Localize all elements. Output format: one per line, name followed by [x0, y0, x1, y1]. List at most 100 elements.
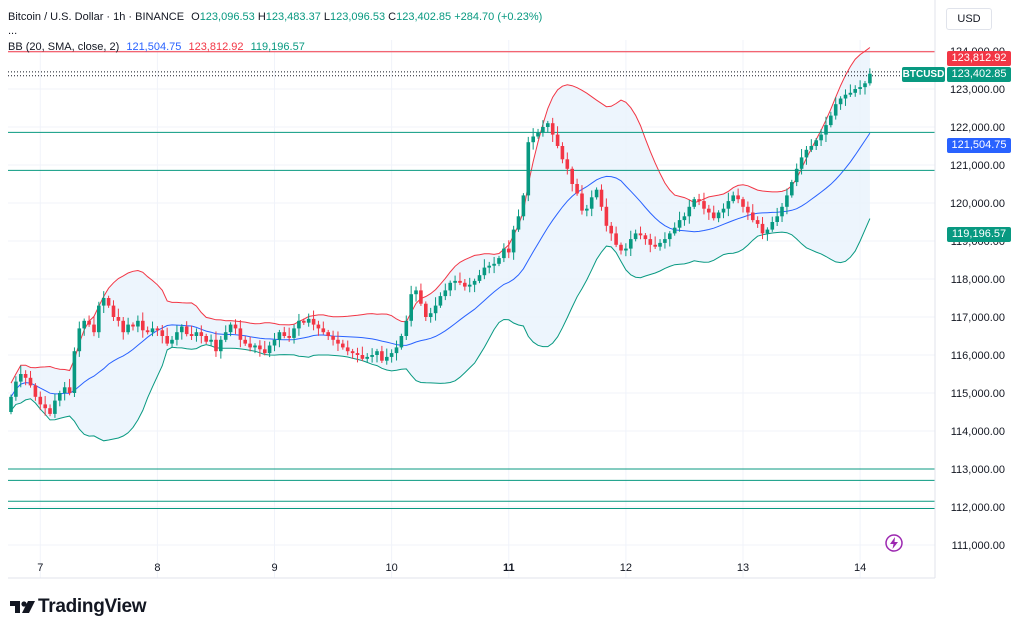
tradingview-logo-icon[interactable] [8, 596, 38, 618]
candle-body [267, 345, 272, 354]
candle-body [170, 339, 174, 344]
candle-body [702, 201, 706, 209]
candle-body [389, 353, 394, 357]
candle-body [97, 305, 101, 333]
candle-body [331, 336, 335, 340]
candle-body [521, 195, 526, 217]
candle-body [277, 332, 282, 340]
candle-body [199, 332, 204, 336]
candle-body [536, 132, 540, 137]
candle-body [360, 355, 365, 359]
candle-body [570, 168, 574, 184]
y-tick-label: 116,000.00 [951, 350, 1005, 362]
candle-body [472, 280, 477, 285]
candle-body [287, 336, 291, 338]
high-label: H [257, 11, 266, 23]
candle-body [394, 347, 399, 354]
candle-body [404, 320, 409, 336]
candle-body [101, 298, 106, 306]
candle-body [663, 239, 667, 243]
candle-body [258, 345, 262, 350]
x-tick-label: 9 [271, 562, 277, 574]
candle-body [165, 336, 169, 344]
candle-body [419, 290, 423, 304]
candle-body [297, 320, 301, 329]
candle-body [838, 98, 843, 105]
open-value: 123,096.53 [199, 11, 255, 23]
candle-body [477, 275, 482, 281]
candle-body [453, 280, 457, 283]
candle-body [414, 290, 418, 295]
candle-body [160, 330, 165, 336]
y-tick-label: 113,000.00 [951, 464, 1005, 476]
candle-body [770, 222, 775, 230]
candle-body [448, 282, 452, 291]
candle-body [550, 123, 555, 135]
more-menu[interactable]: ... [8, 25, 18, 37]
candle-body [614, 233, 618, 245]
candle-body [9, 396, 13, 412]
candle-body [780, 206, 784, 217]
candle-body [92, 324, 96, 333]
bb-upper-value: 123,812.92 [188, 41, 244, 53]
y-tick-label: 120,000.00 [950, 198, 1005, 210]
candle-body [316, 324, 321, 329]
bb-basis-value: 121,504.75 [126, 41, 182, 53]
candle-body [668, 233, 672, 240]
bollinger-bands [10, 47, 871, 442]
candle-body [223, 332, 228, 340]
candle-body [707, 208, 711, 213]
candle-body [731, 195, 735, 202]
candle-body [87, 320, 91, 325]
change-value: +284.70 (+0.23%) [454, 11, 543, 23]
candle-body [43, 404, 47, 409]
candle-body [365, 356, 369, 359]
candle-body [38, 396, 43, 405]
candle-body [355, 353, 360, 355]
ohlc-header: Bitcoin / U.S. Dollar · 1h · BINANCE O12… [8, 11, 542, 23]
candle-body [219, 339, 223, 352]
candle-body [77, 328, 82, 352]
candle-body [487, 265, 491, 268]
x-tick-label: 8 [154, 562, 160, 574]
candle-body [14, 381, 18, 397]
candle-body [785, 195, 789, 207]
candle-body [633, 233, 638, 240]
candle-body [399, 336, 404, 348]
candle-body [760, 223, 765, 234]
candle-body [194, 332, 199, 336]
candle-body [804, 149, 809, 158]
candle-body [658, 242, 662, 247]
candle-body [604, 206, 609, 226]
candle-body [609, 225, 613, 234]
candle-body [809, 146, 814, 150]
candle-body [341, 343, 345, 348]
symbol-title[interactable]: Bitcoin / U.S. Dollar · 1h · BINANCE [8, 11, 185, 23]
candle-body [819, 134, 823, 141]
candle-body [189, 334, 194, 336]
ticker-tag: BTCUSD [902, 67, 945, 82]
candle-body [672, 227, 677, 234]
lower-band-price-label: 119,196.57 [947, 227, 1011, 242]
candle-body [726, 201, 731, 209]
flash-icon[interactable] [884, 533, 904, 553]
currency-button[interactable]: USD [946, 8, 992, 30]
indicator-legend[interactable]: BB (20, SMA, close, 2) 121,504.75 123,81… [8, 41, 305, 53]
candle-body [126, 324, 130, 333]
basis-price-label: 121,504.75 [947, 138, 1011, 153]
x-tick-label: 7 [37, 562, 43, 574]
candle-body [790, 182, 794, 196]
candle-body [848, 92, 853, 95]
candle-body [306, 318, 311, 323]
candle-body [458, 280, 462, 283]
y-tick-label: 118,000.00 [951, 274, 1005, 286]
tradingview-brand[interactable]: TradingView [38, 596, 147, 617]
candle-body [28, 377, 33, 386]
candle-body [555, 134, 560, 146]
x-tick-label: 13 [737, 562, 749, 574]
candle-body [560, 146, 565, 160]
candle-body [145, 330, 150, 333]
y-tick-label: 117,000.00 [951, 312, 1005, 324]
bollinger-upper-line [10, 47, 871, 384]
